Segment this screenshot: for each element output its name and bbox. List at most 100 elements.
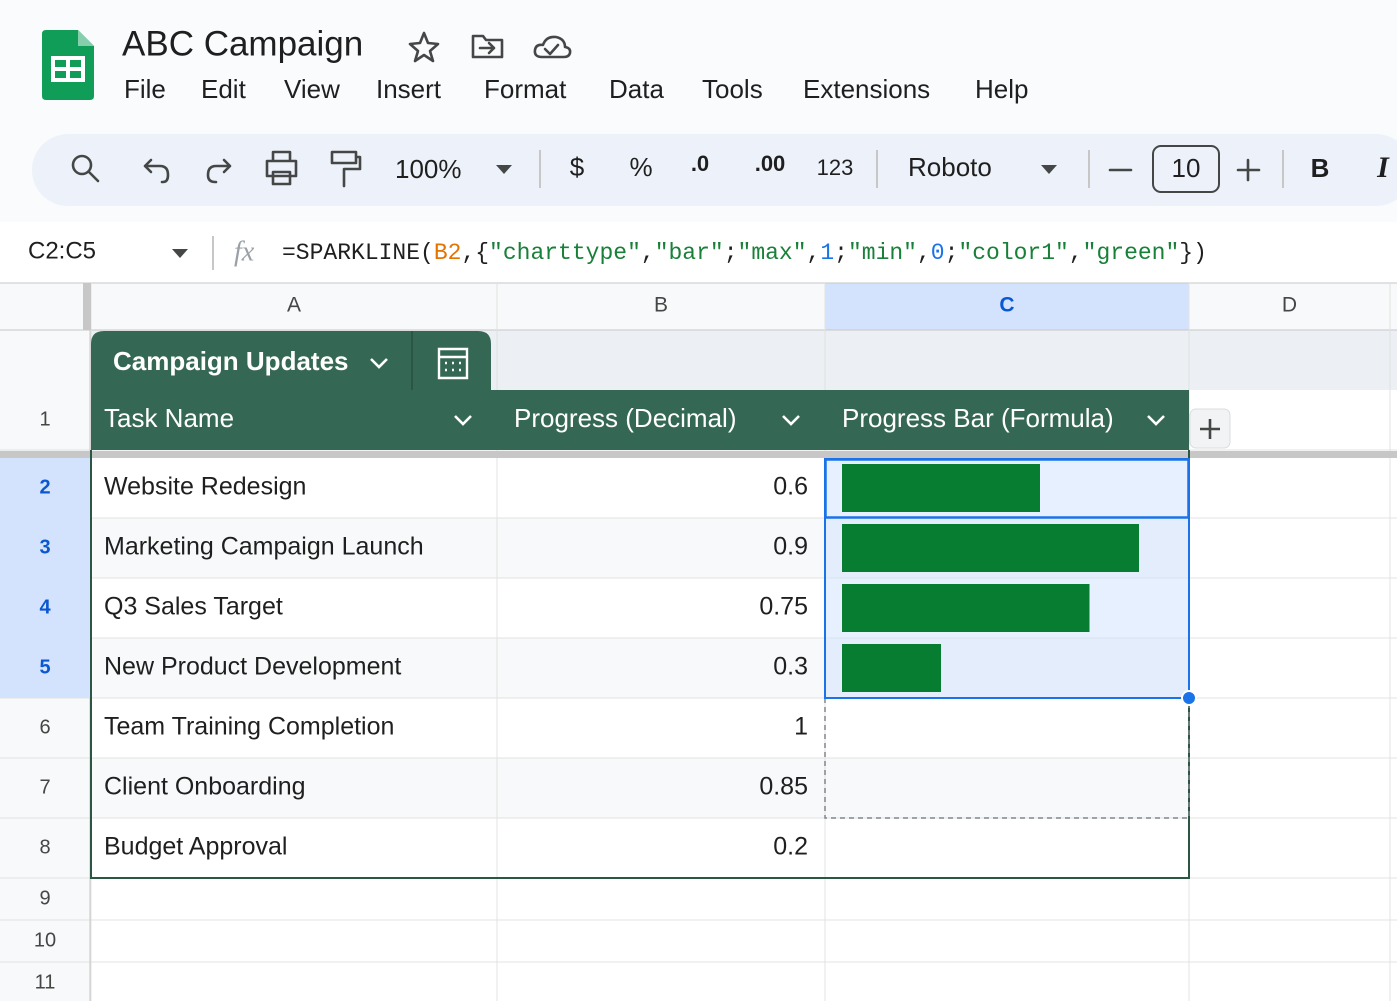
cell-number[interactable]: 0.85 [759,773,808,801]
zoom-caret[interactable] [496,165,512,174]
row-header[interactable]: 1 [39,408,50,430]
table-tab[interactable] [91,331,491,390]
formula-token: "charttype" [489,240,641,266]
sparkline-bar [842,644,941,692]
increase-size[interactable] [1236,158,1261,182]
column-header[interactable]: A [287,294,301,317]
formula-token: B2 [434,240,462,266]
cell-text[interactable]: Q3 Sales Target [104,593,283,621]
paint-format-icon[interactable] [330,150,362,188]
row-header[interactable]: 7 [39,776,50,798]
bold[interactable]: B [1311,153,1330,183]
formula-token: , [641,240,655,266]
cell-number[interactable]: 1 [794,713,808,741]
sparkline-bar [842,584,1090,632]
header-caret[interactable] [454,415,472,426]
formula[interactable]: =SPARKLINE(B2,{"charttype","bar";"max",1… [282,240,1207,266]
search-icon[interactable] [71,154,93,176]
move-icon[interactable] [471,34,504,59]
row-header[interactable]: 6 [39,716,50,738]
header-caret[interactable] [1147,415,1165,426]
formula-token: , [807,240,821,266]
menu-item[interactable]: Extensions [803,74,930,104]
active-cell [824,458,1190,519]
table-name[interactable]: Campaign Updates [113,346,349,376]
column-header[interactable]: B [654,294,668,317]
doc-title[interactable]: ABC Campaign [122,24,363,63]
formula-token: , [1069,240,1083,266]
formula-token: }) [1179,240,1207,266]
formula-bar-bg [0,222,1397,283]
table-icon[interactable] [437,347,469,380]
menu-item[interactable]: Data [609,74,664,104]
cell-number[interactable]: 0.75 [759,593,808,621]
row-header[interactable]: 4 [39,596,51,618]
formula-token: ; [724,240,738,266]
menu-item[interactable]: Tools [702,74,763,104]
name-box-caret[interactable] [172,249,188,258]
row-header[interactable]: 9 [39,887,50,909]
row-header[interactable]: 2 [39,476,50,498]
font-family[interactable]: Roboto [908,152,992,182]
cell-text[interactable]: New Product Development [104,653,401,681]
increase-decimal[interactable]: .00 [755,151,786,176]
toolbar [32,134,1397,206]
menu-item[interactable]: View [284,74,340,104]
zoom[interactable]: 100% [395,154,462,184]
formula-token: ; [945,240,959,266]
row-header-border [83,283,91,330]
font-size[interactable]: 10 [1172,153,1201,183]
row-header[interactable]: 8 [39,836,50,858]
table-header[interactable]: Progress Bar (Formula) [842,403,1114,433]
menu-item[interactable]: Help [975,74,1028,104]
print-icon[interactable] [265,150,298,186]
name-box[interactable]: C2:C5 [28,237,96,264]
header-caret[interactable] [782,415,800,426]
menu-item[interactable]: File [124,74,166,104]
cell-number[interactable]: 0.6 [773,473,808,501]
formula-token: =SPARKLINE( [282,240,434,266]
cell-text[interactable]: Budget Approval [104,833,287,861]
cell-number[interactable]: 0.2 [773,833,808,861]
table-caret [370,358,388,369]
row-header[interactable]: 10 [34,929,56,951]
star-icon[interactable] [408,31,440,63]
cloud-icon[interactable] [533,35,572,59]
cell-number[interactable]: 0.9 [773,533,808,561]
cell-text[interactable]: Website Redesign [104,473,306,501]
redo-icon[interactable] [206,158,232,184]
column-header[interactable]: C [999,294,1014,317]
sparkline-bar [842,524,1139,572]
row-band [91,758,1189,818]
percent-format[interactable]: % [629,152,652,182]
table-header-row [91,390,1189,450]
menu-item[interactable]: Insert [376,74,442,104]
font-size-box[interactable] [1152,145,1220,193]
menu-item[interactable]: Edit [201,74,247,104]
fill-handle[interactable] [1181,690,1197,706]
decrease-decimal[interactable]: .0 [691,151,709,176]
italic[interactable]: I [1376,151,1390,184]
cell-text[interactable]: Team Training Completion [104,713,394,741]
undo-icon[interactable] [143,158,170,184]
row-header[interactable]: 11 [35,971,56,993]
selected-row-header [0,638,90,698]
table-header[interactable]: Task Name [104,403,234,433]
column-header[interactable]: D [1282,294,1297,317]
row-header[interactable]: 5 [39,656,50,678]
formula-token: "color1" [958,240,1068,266]
sheets-logo[interactable] [42,30,94,100]
cell-number[interactable]: 0.3 [773,653,808,681]
number-format[interactable]: 123 [817,155,854,180]
formula-token: "min" [848,240,917,266]
row-header[interactable]: 3 [39,536,50,558]
menu-item[interactable]: Format [484,74,567,104]
formula-token: 1 [820,240,834,266]
table-header[interactable]: Progress (Decimal) [514,403,737,433]
formula-token: 0 [931,240,945,266]
currency-format[interactable]: $ [570,152,585,182]
cell-text[interactable]: Marketing Campaign Launch [104,533,424,561]
cell-text[interactable]: Client Onboarding [104,773,306,801]
font-caret[interactable] [1041,165,1057,174]
selected-column-header [825,283,1189,330]
